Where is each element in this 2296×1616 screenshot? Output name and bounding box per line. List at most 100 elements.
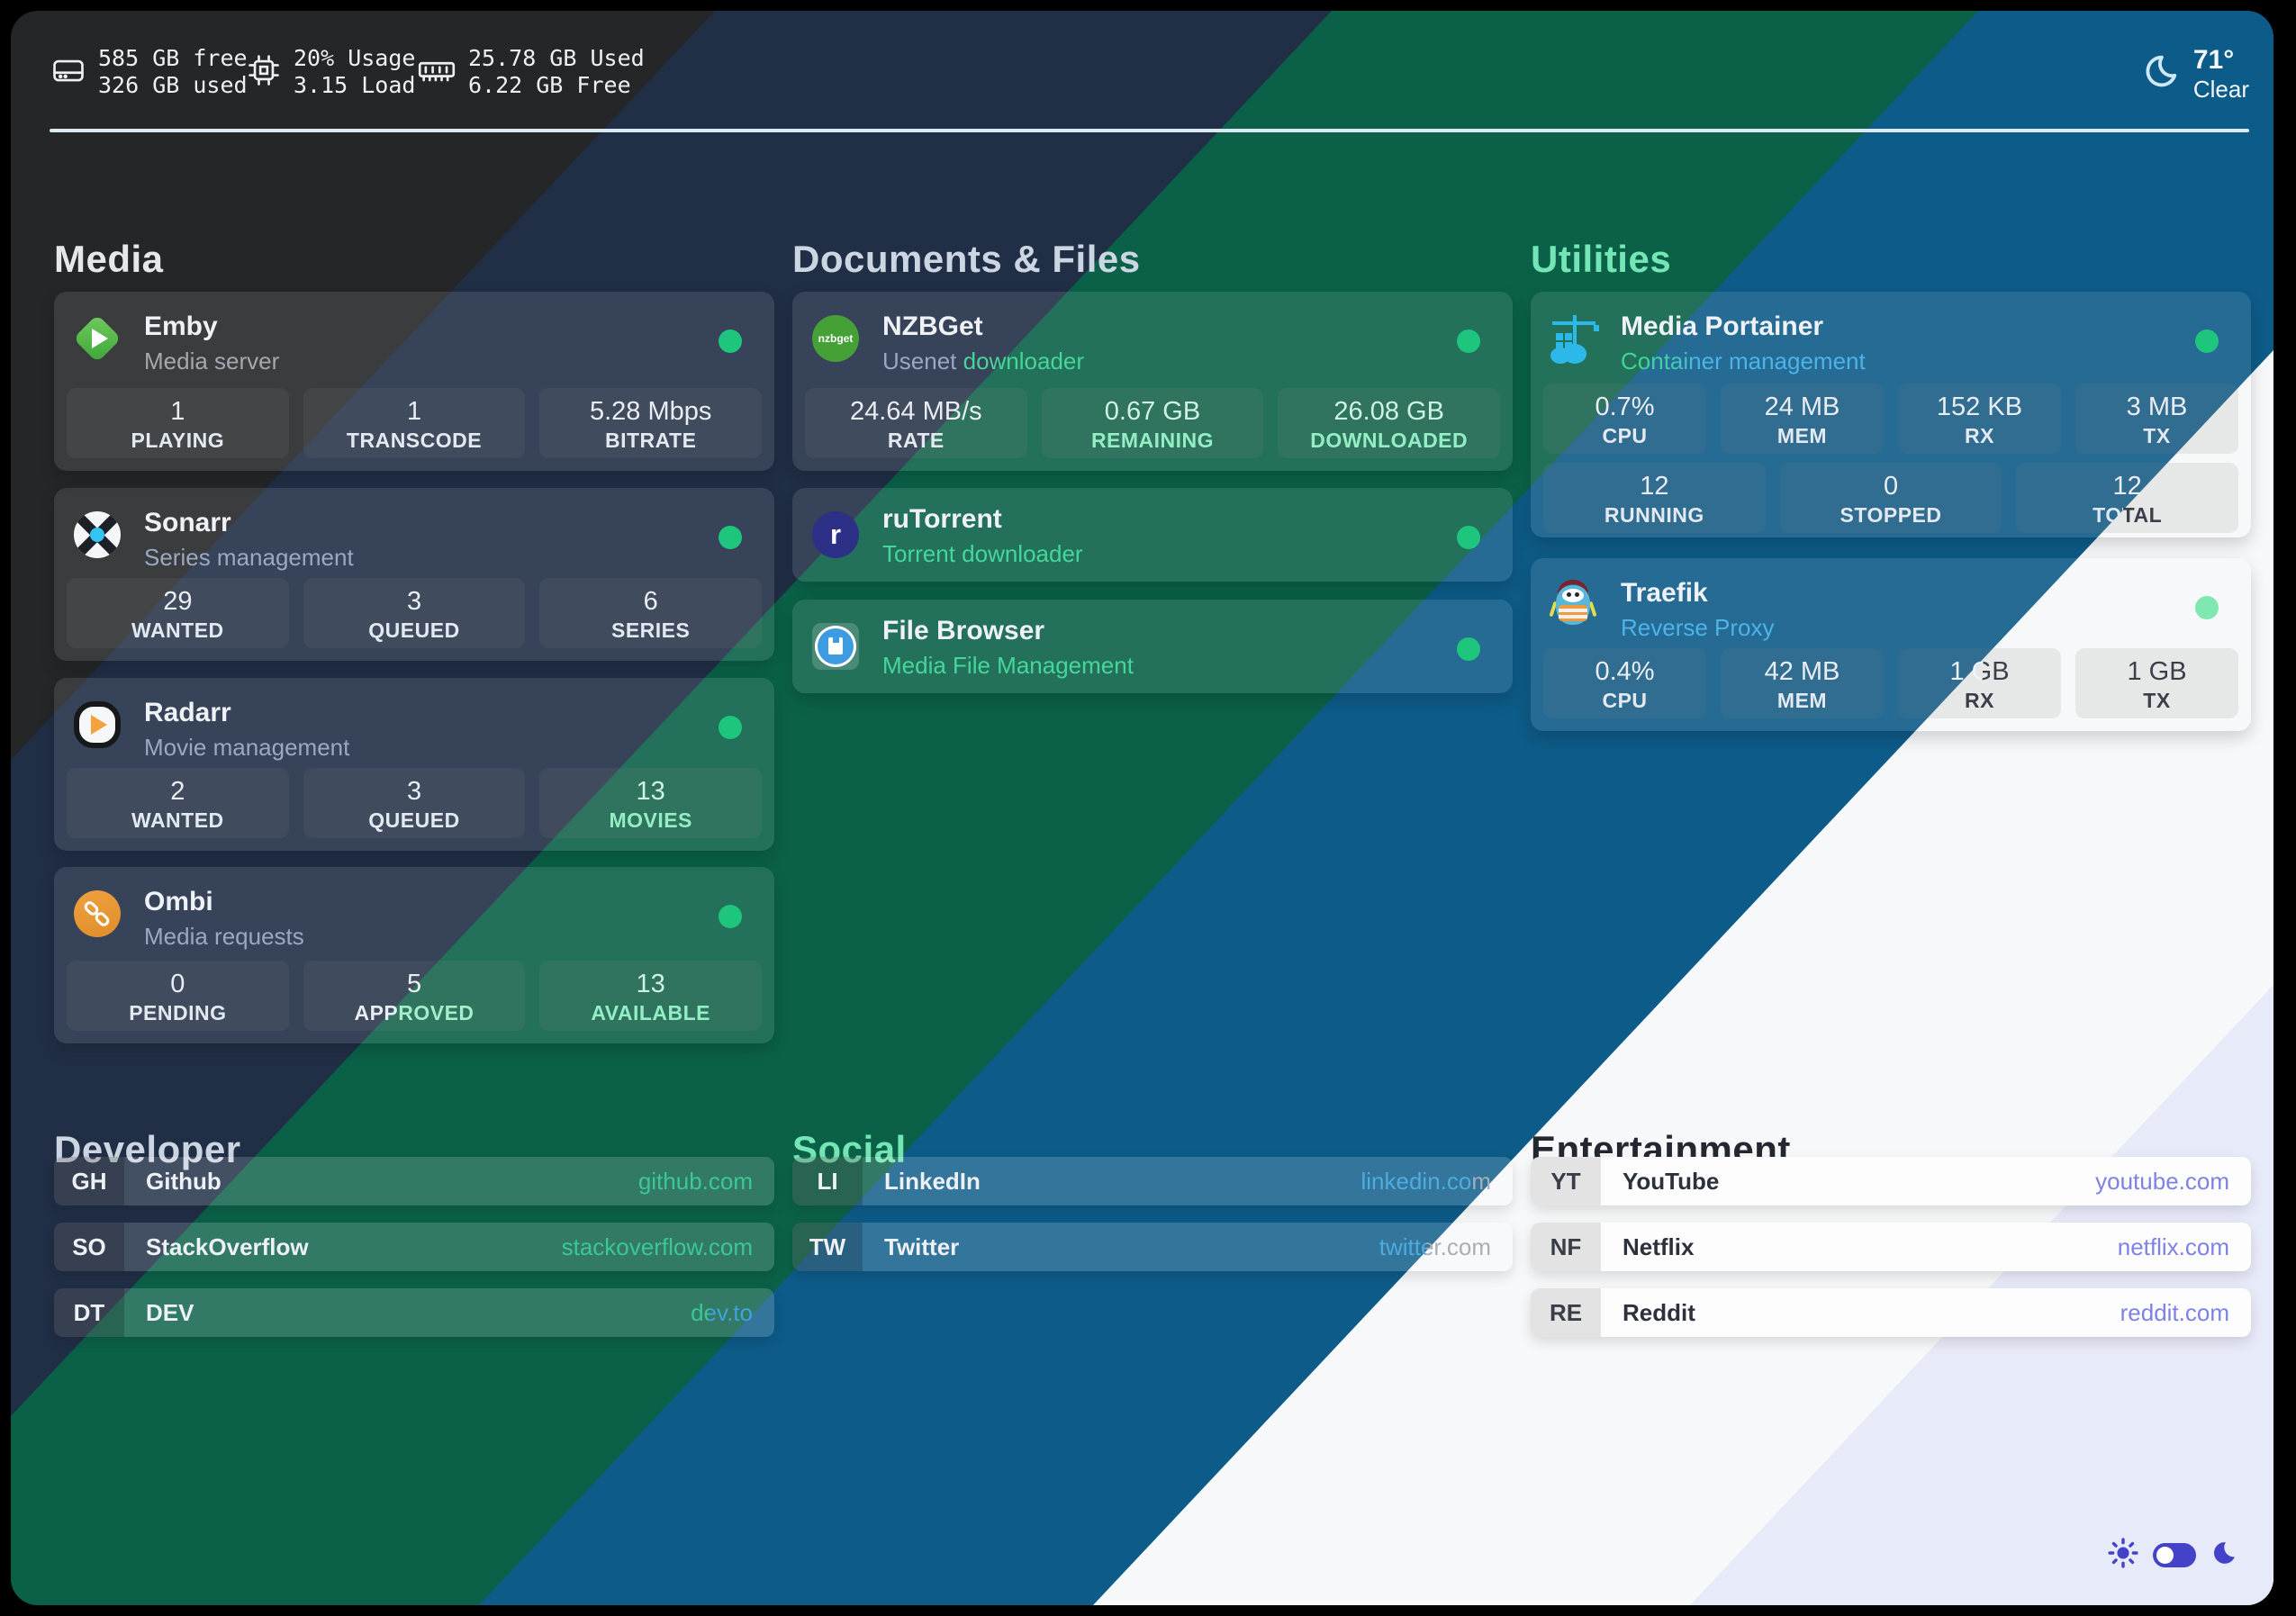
app-card-portainer[interactable]: Media Portainer Container management 0.7… bbox=[1531, 292, 2251, 537]
status-dot bbox=[1457, 526, 1480, 549]
stat-downloaded: 26.08 GB DOWNLOADED bbox=[1278, 388, 1501, 458]
app-description: Media requests bbox=[144, 923, 304, 950]
stat-pending: 0 PENDING bbox=[67, 961, 289, 1031]
ram-used: 25.78 GB Used bbox=[468, 45, 645, 71]
app-name: Sonarr bbox=[144, 508, 231, 537]
app-description: Media server bbox=[144, 348, 280, 375]
stat-bitrate: 5.28 Mbps BITRATE bbox=[539, 388, 763, 458]
nzbget-icon: nzbget bbox=[812, 315, 859, 362]
stat-transcode: 1 TRANSCODE bbox=[303, 388, 526, 458]
bookmark-tag: SO bbox=[54, 1223, 124, 1271]
disk-icon bbox=[50, 51, 87, 94]
bookmark-name: YouTube bbox=[1623, 1167, 1720, 1195]
bookmark-name: Netflix bbox=[1623, 1232, 1695, 1260]
stat-rx: 1 GB RX bbox=[1898, 648, 2061, 718]
app-description: Reverse Proxy bbox=[1621, 614, 1775, 641]
stat-cpu: 0.4% CPU bbox=[1543, 648, 1706, 718]
stat-queued: 3 QUEUED bbox=[303, 578, 526, 648]
stat-rx: 152 KB RX bbox=[1898, 384, 2061, 454]
stat-movies: 13 MOVIES bbox=[539, 768, 763, 838]
bookmark-url: dev.to bbox=[691, 1288, 753, 1337]
section-title-social: Social bbox=[792, 1128, 907, 1170]
bookmark-url: twitter.com bbox=[1379, 1223, 1491, 1271]
cpu-usage-widget: 20% Usage 3.15 Load bbox=[245, 45, 415, 99]
disk-usage-widget: 585 GB free 326 GB used bbox=[50, 45, 248, 99]
sonarr-icon bbox=[74, 511, 121, 558]
stat-total: 12 TOTAL bbox=[2016, 463, 2239, 533]
app-name: Media Portainer bbox=[1621, 311, 1824, 341]
stat-remaining: 0.67 GB REMAINING bbox=[1041, 388, 1264, 458]
app-description: Torrent downloader bbox=[882, 540, 1083, 567]
app-card-filebrowser[interactable]: File Browser Media File Management bbox=[792, 600, 1513, 693]
app-card-radarr[interactable]: Radarr Movie management 2 WANTED 3 QUEUED … bbox=[54, 678, 774, 851]
app-description: Container management bbox=[1621, 348, 1866, 375]
bookmark-name: DEV bbox=[146, 1298, 194, 1326]
bookmark-dev[interactable]: DT DEV dev.to bbox=[54, 1288, 774, 1337]
disk-used: 326 GB used bbox=[98, 72, 248, 98]
bookmark-reddit[interactable]: RE Reddit reddit.com bbox=[1531, 1288, 2251, 1337]
app-card-traefik[interactable]: Traefik Reverse Proxy 0.4% CPU 42 MB MEM 1… bbox=[1531, 558, 2251, 731]
bookmark-linkedin[interactable]: LI LinkedIn linkedin.com bbox=[792, 1157, 1513, 1205]
theme-switcher bbox=[2108, 1538, 2237, 1573]
stat-approved: 5 APPROVED bbox=[303, 961, 526, 1031]
bookmark-url: stackoverflow.com bbox=[561, 1232, 753, 1260]
section-title-media: Media bbox=[54, 238, 164, 280]
stat-tx: 3 MB TX bbox=[2075, 384, 2238, 454]
weather-temp: 71° bbox=[2192, 45, 2235, 75]
app-description: Media File Management bbox=[882, 652, 1134, 679]
app-card-emby[interactable]: Emby Media server 1 PLAYING 1 TRANSCODE 5.… bbox=[54, 292, 774, 471]
weather-widget: 71° Clear bbox=[2139, 45, 2249, 103]
app-name: ruTorrent bbox=[882, 504, 1002, 534]
header-divider bbox=[50, 129, 2249, 132]
bookmark-name: LinkedIn bbox=[884, 1167, 981, 1195]
rutorrent-icon: r bbox=[812, 511, 859, 558]
stat-tx: 1 GB TX bbox=[2075, 648, 2238, 718]
moon-weather-icon bbox=[2139, 51, 2181, 97]
bookmark-twitter[interactable]: TW Twitter twitter.com bbox=[792, 1223, 1513, 1271]
bookmark-github[interactable]: GH Github github.com bbox=[54, 1157, 774, 1205]
app-card-sonarr[interactable]: Sonarr Series management 29 WANTED 3 QUEUE… bbox=[54, 488, 774, 661]
moon-icon[interactable] bbox=[2210, 1539, 2237, 1571]
ram-usage-widget: 25.78 GB Used 6.22 GB Free bbox=[416, 45, 645, 99]
bookmark-tag: LI bbox=[792, 1157, 863, 1205]
dashboard-page: 585 GB free 326 GB used 20% Usage 3.15 Loa… bbox=[11, 11, 2273, 1605]
bookmark-tag: YT bbox=[1531, 1157, 1601, 1205]
app-name: Ombi bbox=[144, 887, 213, 916]
status-dot bbox=[719, 330, 742, 353]
stat-available: 13 AVAILABLE bbox=[539, 961, 763, 1031]
app-card-nzbget[interactable]: nzbget NZBGet Usenet downloader 24.64 MB… bbox=[792, 292, 1513, 471]
bookmark-url: linkedin.com bbox=[1360, 1157, 1491, 1205]
bookmark-name: Github bbox=[146, 1167, 221, 1195]
portainer-icon bbox=[1549, 313, 1599, 364]
toggle-knob bbox=[2156, 1547, 2174, 1564]
filebrowser-icon bbox=[812, 623, 859, 670]
sun-icon[interactable] bbox=[2108, 1538, 2138, 1573]
traefik-icon bbox=[1549, 578, 1597, 625]
bookmark-url: youtube.com bbox=[2095, 1167, 2229, 1195]
theme-toggle[interactable] bbox=[2153, 1543, 2196, 1567]
cpu-icon bbox=[245, 51, 283, 94]
bookmark-url: netflix.com bbox=[2117, 1232, 2229, 1260]
stat-series: 6 SERIES bbox=[539, 578, 763, 648]
bookmark-netflix[interactable]: NF Netflix netflix.com bbox=[1531, 1223, 2251, 1271]
cpu-usage: 20% Usage bbox=[294, 45, 416, 71]
stat-mem: 24 MB MEM bbox=[1721, 384, 1884, 454]
app-card-rutorrent[interactable]: r ruTorrent Torrent downloader bbox=[792, 488, 1513, 582]
app-card-ombi[interactable]: Ombi Media requests 0 PENDING 5 APPROVED 1… bbox=[54, 867, 774, 1043]
bookmark-name: StackOverflow bbox=[146, 1232, 309, 1260]
stat-running: 12 RUNNING bbox=[1543, 463, 1766, 533]
stat-wanted: 29 WANTED bbox=[67, 578, 289, 648]
bookmark-tag: DT bbox=[54, 1288, 124, 1337]
bookmark-name: Reddit bbox=[1623, 1298, 1695, 1326]
bookmark-youtube[interactable]: YT YouTube youtube.com bbox=[1531, 1157, 2251, 1205]
bookmark-stackoverflow[interactable]: SO StackOverflow stackoverflow.com bbox=[54, 1223, 774, 1271]
ram-free: 6.22 GB Free bbox=[468, 72, 631, 98]
bookmark-name: Twitter bbox=[884, 1232, 960, 1260]
weather-condition: Clear bbox=[2192, 76, 2249, 103]
stat-mem: 42 MB MEM bbox=[1721, 648, 1884, 718]
radarr-icon bbox=[74, 701, 121, 748]
app-description: Usenet downloader bbox=[882, 348, 1085, 375]
app-name: Radarr bbox=[144, 698, 231, 727]
ombi-icon bbox=[74, 890, 121, 937]
bookmark-url: github.com bbox=[637, 1167, 753, 1195]
